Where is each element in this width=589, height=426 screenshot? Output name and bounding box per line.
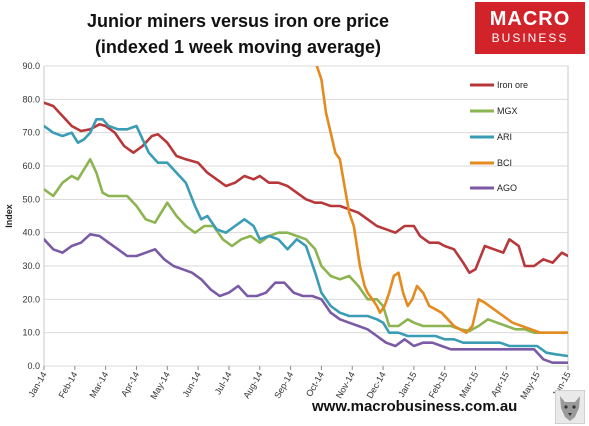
chart-title: Junior miners versus iron ore price (ind… bbox=[8, 8, 468, 60]
x-tick-label: Mar-14 bbox=[87, 370, 110, 400]
x-tick-label: May-15 bbox=[518, 370, 542, 401]
x-tick-label: Jun-14 bbox=[180, 370, 202, 399]
y-tick-label: 10.0 bbox=[22, 328, 40, 338]
chart-title-line1: Junior miners versus iron ore price bbox=[86, 11, 390, 31]
x-tick-label: May-14 bbox=[148, 370, 172, 401]
logo-line1: MACRO bbox=[489, 8, 571, 30]
legend-label-mgx: MGX bbox=[497, 106, 518, 116]
y-tick-label: 80.0 bbox=[22, 94, 40, 104]
legend-label-ari: ARI bbox=[497, 132, 512, 142]
series-line-ari bbox=[44, 118, 568, 358]
x-tick-label: Aug-14 bbox=[241, 370, 264, 400]
x-tick-label: Jul-14 bbox=[213, 370, 234, 396]
series-lines bbox=[44, 66, 568, 364]
legend-label-bci: BCI bbox=[497, 158, 512, 168]
y-tick-label: 20.0 bbox=[22, 294, 40, 304]
y-tick-label: 90.0 bbox=[22, 61, 40, 71]
macrobusiness-logo: MACRO BUSINESS bbox=[475, 2, 585, 54]
series-line-ago bbox=[44, 233, 568, 364]
site-url: www.macrobusiness.com.au bbox=[312, 398, 518, 415]
x-tick-label: Oct-14 bbox=[304, 370, 326, 398]
y-tick-label: 50.0 bbox=[22, 194, 40, 204]
logo-line2: BUSINESS bbox=[491, 31, 569, 45]
y-tick-label: 70.0 bbox=[22, 128, 40, 138]
y-tick-label: 40.0 bbox=[22, 228, 40, 238]
legend-label-iron-ore: Iron ore bbox=[497, 80, 528, 90]
x-tick-label: Mar-15 bbox=[457, 370, 480, 400]
x-tick-label: Jan-15 bbox=[396, 370, 418, 399]
x-tick-label: Nov-14 bbox=[334, 370, 357, 400]
y-tick-label: 30.0 bbox=[22, 261, 40, 271]
x-tick-label: Apr-14 bbox=[119, 370, 141, 398]
plot-background bbox=[43, 65, 569, 367]
x-tick-label: Sep-14 bbox=[272, 370, 295, 400]
wolf-logo-icon bbox=[555, 390, 585, 424]
legend-label-ago: AGO bbox=[497, 183, 517, 193]
series-line-bci bbox=[315, 66, 568, 334]
x-tick-label: Jan-14 bbox=[26, 370, 48, 399]
series-line-iron-ore bbox=[44, 101, 568, 274]
x-tick-label: Feb-15 bbox=[427, 370, 450, 400]
x-tick-label: Dec-14 bbox=[365, 370, 388, 400]
x-tick-label: Apr-15 bbox=[489, 370, 511, 398]
y-axis-title: Index bbox=[4, 204, 14, 228]
y-tick-label: 0.0 bbox=[27, 361, 40, 371]
x-tick-label: Feb-14 bbox=[57, 370, 80, 400]
y-tick-label: 60.0 bbox=[22, 161, 40, 171]
chart-title-line2: (indexed 1 week moving average) bbox=[94, 37, 382, 57]
